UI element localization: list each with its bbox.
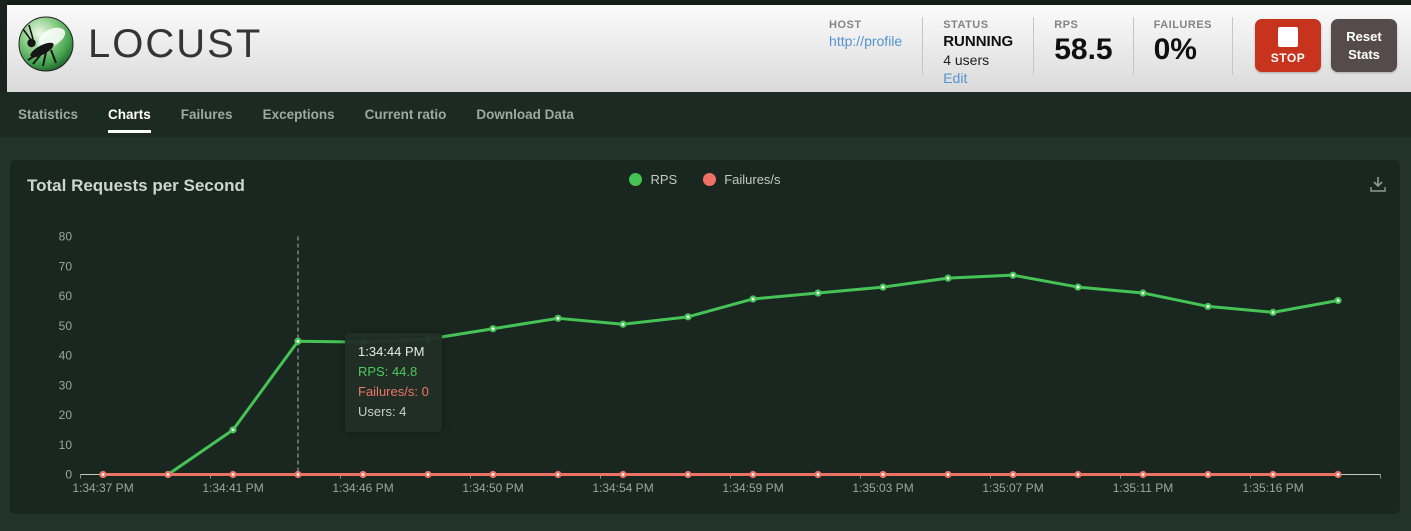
app-header: LOCUST HOST http://profile STATUS RUNNIN… [0,0,1411,92]
svg-text:10: 10 [59,438,73,452]
legend-item-failures[interactable]: Failures/s [703,172,781,187]
chart-panel: Total Requests per Second RPS Failures/s… [10,160,1400,514]
chart-canvas[interactable]: 0 10 20 30 40 50 60 70 80 1:34:37 PM 1:34:41 PM 1:3… [10,160,1400,514]
svg-text:80: 80 [59,230,73,244]
rps-legend-label: RPS [650,172,678,187]
tooltip-time: 1:34:44 PM [358,344,425,359]
tab-failures[interactable]: Failures [180,107,233,122]
svg-text:30: 30 [59,378,73,392]
svg-text:1:34:41 PM: 1:34:41 PM [202,481,263,495]
svg-text:0: 0 [65,468,72,482]
svg-text:1:34:54 PM: 1:34:54 PM [592,481,653,495]
status-section: STATUS RUNNING 4 users Edit [923,17,1035,86]
rps-legend-dot-icon [629,173,643,186]
svg-text:1:35:07 PM: 1:35:07 PM [982,481,1043,495]
failures-legend-dot-icon [703,173,717,186]
chart-title: Total Requests per Second [27,176,245,195]
stop-button[interactable]: STOP [1255,19,1321,72]
host-section: HOST http://profile [809,17,924,75]
svg-text:1:35:11 PM: 1:35:11 PM [1113,481,1173,495]
rps-value: 58.5 [1054,33,1113,66]
tooltip-failures: Failures/s: 0 [358,384,429,399]
svg-text:40: 40 [59,349,73,363]
status-value: RUNNING [943,33,1014,50]
logo: LOCUST [18,16,262,72]
header-stats: HOST http://profile STATUS RUNNING 4 use… [809,17,1397,86]
host-link[interactable]: http://profile [829,33,903,49]
tab-exceptions[interactable]: Exceptions [262,107,335,122]
svg-text:1:34:37 PM: 1:34:37 PM [72,481,133,495]
svg-text:1:34:50 PM: 1:34:50 PM [462,481,523,495]
failures-legend-label: Failures/s [724,172,781,187]
nav-bar: Statistics Charts Failures Exceptions Cu… [0,92,1411,137]
svg-text:1:34:59 PM: 1:34:59 PM [722,481,783,495]
user-count: 4 users [943,51,990,68]
host-label: HOST [829,19,862,31]
svg-text:20: 20 [59,408,73,422]
legend-item-rps[interactable]: RPS [629,172,677,187]
top-edge [0,0,1411,5]
status-label: STATUS [943,19,989,31]
stop-square-icon [1278,26,1298,47]
svg-text:1:34:46 PM: 1:34:46 PM [332,481,393,495]
chart-legend: RPS Failures/s [10,172,1400,187]
svg-text:60: 60 [59,289,73,303]
svg-text:1:35:03 PM: 1:35:03 PM [852,481,913,495]
svg-text:70: 70 [59,259,73,273]
rps-label: RPS [1054,19,1079,31]
edit-link[interactable]: Edit [943,70,968,87]
rps-section: RPS 58.5 [1034,17,1134,75]
failures-value: 0% [1153,33,1197,66]
stop-button-label: STOP [1270,50,1306,65]
svg-text:50: 50 [59,319,73,333]
tab-statistics[interactable]: Statistics [18,107,79,122]
svg-text:1:35:16 PM: 1:35:16 PM [1242,481,1303,495]
tooltip-rps: RPS: 44.8 [358,364,418,379]
reset-stats-button[interactable]: Reset Stats [1331,19,1397,72]
tab-download-data[interactable]: Download Data [476,107,574,122]
failures-label: FAILURES [1153,19,1212,31]
chart-tooltip: 1:34:44 PM RPS: 44.8 Failures/s: 0 Users… [345,333,442,432]
tab-charts[interactable]: Charts [108,92,151,137]
failures-section: FAILURES 0% [1134,17,1233,75]
tooltip-users: Users: 4 [358,404,407,419]
header-buttons: STOP Reset Stats [1255,17,1397,75]
locust-logo-icon [18,16,74,72]
left-edge [0,0,7,92]
download-chart-icon[interactable] [1368,174,1388,194]
tab-current-ratio[interactable]: Current ratio [364,107,447,122]
app-title: LOCUST [88,21,263,66]
